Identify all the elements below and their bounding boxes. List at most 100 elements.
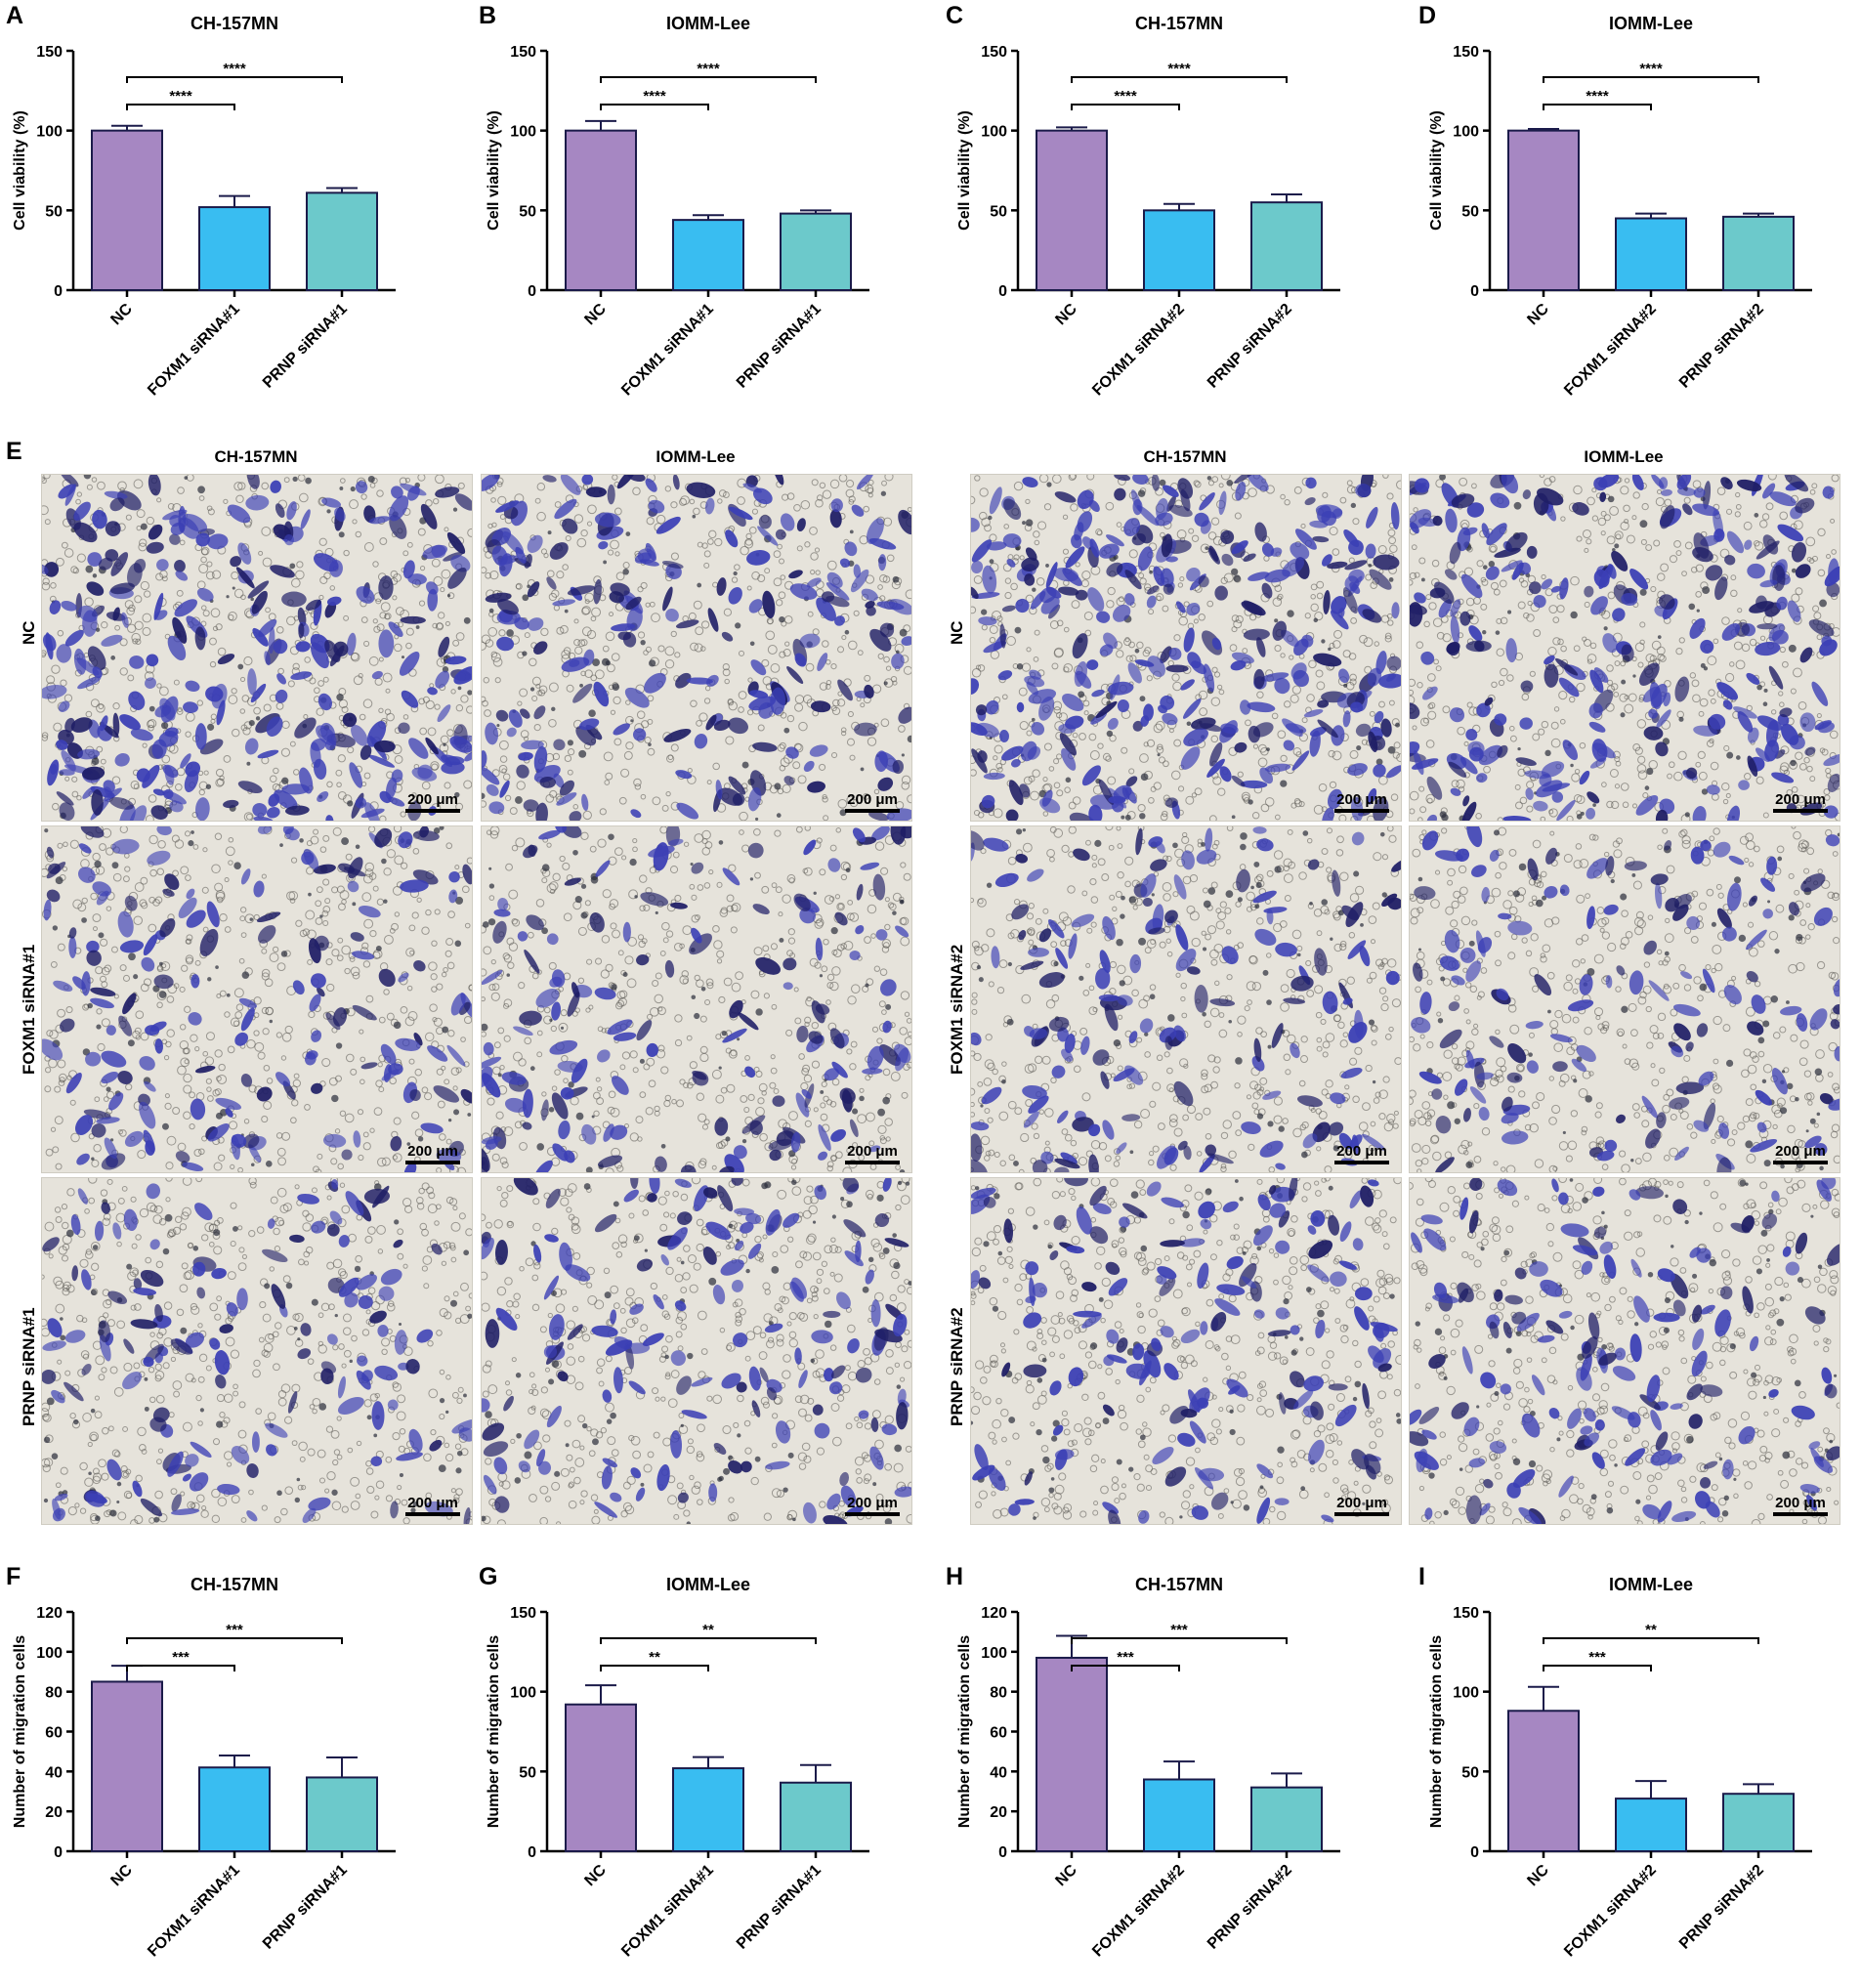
panel-letter-e: E <box>6 438 22 466</box>
scale-bar-line <box>1773 809 1828 813</box>
micrograph-tile: 200 μm <box>41 825 473 1173</box>
scale-bar: 200 μm <box>1334 1495 1389 1516</box>
micrograph-column-title-2: IOMM-Lee <box>481 447 910 467</box>
y-axis-label: Number of migration cells <box>486 1635 502 1828</box>
x-tick-label: FOXM1 siRNA#2 <box>1089 301 1188 400</box>
significance-bracket <box>1072 1638 1287 1644</box>
significance-label: **** <box>1167 61 1191 77</box>
scale-bar-line <box>405 1161 460 1164</box>
scale-bar-label: 200 μm <box>845 791 900 808</box>
x-tick-label: PRNP siRNA#1 <box>734 1862 825 1953</box>
significance-bracket <box>601 105 708 110</box>
micrograph-tile: 200 μm <box>481 1177 912 1525</box>
y-tick-label: 50 <box>519 1764 536 1781</box>
y-tick-label: 150 <box>36 44 63 61</box>
scale-bar-label: 200 μm <box>1334 1143 1389 1160</box>
y-axis-label: Cell viability (%) <box>12 110 28 231</box>
y-tick-label: 50 <box>1461 1764 1479 1781</box>
chart-title: CH-157MN <box>1135 1575 1223 1594</box>
bar <box>1508 1711 1579 1851</box>
significance-label: **** <box>169 88 192 105</box>
y-tick-label: 20 <box>990 1804 1007 1821</box>
y-tick-label: 100 <box>1453 1685 1479 1702</box>
bar <box>199 207 270 290</box>
bar <box>1251 1788 1322 1851</box>
x-tick-label: PRNP siRNA#1 <box>734 301 825 392</box>
y-tick-label: 150 <box>981 44 1007 61</box>
significance-bracket <box>127 1666 234 1671</box>
bar <box>92 131 162 290</box>
scale-bar: 200 μm <box>845 791 900 813</box>
bar <box>566 131 636 290</box>
scale-bar-label: 200 μm <box>405 791 460 808</box>
x-tick-label: NC <box>581 300 610 328</box>
x-tick-label: FOXM1 siRNA#2 <box>1561 301 1660 400</box>
y-tick-label: 0 <box>1470 283 1479 300</box>
y-tick-label: 50 <box>1461 203 1479 220</box>
scale-bar-line <box>1334 1512 1389 1516</box>
scale-bar-label: 200 μm <box>845 1495 900 1511</box>
bar <box>307 1777 377 1851</box>
scale-bar: 200 μm <box>1773 1143 1828 1164</box>
y-tick-label: 100 <box>981 124 1007 141</box>
y-tick-label: 40 <box>45 1764 63 1781</box>
significance-bracket <box>1544 1666 1651 1671</box>
significance-label: **** <box>643 88 666 105</box>
chart-title: IOMM-Lee <box>666 1575 750 1594</box>
y-tick-label: 80 <box>45 1685 63 1702</box>
chart-title: IOMM-Lee <box>1609 1575 1693 1594</box>
bar <box>1723 217 1794 290</box>
scale-bar: 200 μm <box>1773 791 1828 813</box>
scale-bar-line <box>1334 809 1389 813</box>
significance-label: *** <box>226 1622 243 1638</box>
micrograph-row-label-prnp-left: PRNP siRNA#1 <box>20 1307 39 1426</box>
x-tick-label: PRNP siRNA#1 <box>260 1862 351 1953</box>
bar <box>1251 202 1322 290</box>
scale-bar: 200 μm <box>845 1495 900 1516</box>
x-tick-label: NC <box>1524 300 1552 328</box>
significance-label: **** <box>697 61 720 77</box>
bar <box>566 1705 636 1851</box>
significance-bracket <box>1544 77 1758 83</box>
micrograph-tile: 200 μm <box>970 474 1402 822</box>
bar <box>1508 131 1579 290</box>
bar <box>1144 1780 1214 1852</box>
x-tick-label: PRNP siRNA#2 <box>1205 301 1295 392</box>
micrograph-tile: 200 μm <box>41 1177 473 1525</box>
significance-label: *** <box>1170 1622 1188 1638</box>
scale-bar: 200 μm <box>845 1143 900 1164</box>
scale-bar-label: 200 μm <box>1334 1495 1389 1511</box>
micrograph-column-title-3: CH-157MN <box>970 447 1400 467</box>
significance-label: **** <box>1114 88 1137 105</box>
scale-bar-line <box>405 809 460 813</box>
significance-label: *** <box>1588 1649 1606 1666</box>
y-tick-label: 120 <box>981 1605 1007 1622</box>
significance-label: *** <box>172 1649 190 1666</box>
bar <box>781 1783 851 1851</box>
y-tick-label: 50 <box>990 203 1007 220</box>
chart-title: CH-157MN <box>1135 14 1223 33</box>
x-tick-label: FOXM1 siRNA#1 <box>618 301 717 400</box>
micrograph-tile: 200 μm <box>970 1177 1402 1525</box>
significance-label: *** <box>1117 1649 1134 1666</box>
scale-bar-line <box>845 1512 900 1516</box>
y-tick-label: 100 <box>510 124 536 141</box>
y-tick-label: 150 <box>1453 44 1479 61</box>
y-tick-label: 50 <box>45 203 63 220</box>
y-tick-label: 0 <box>54 283 63 300</box>
y-tick-label: 80 <box>990 1685 1007 1702</box>
y-axis-label: Cell viability (%) <box>1428 110 1445 231</box>
y-tick-label: 20 <box>45 1804 63 1821</box>
y-tick-label: 100 <box>36 1645 63 1662</box>
micrograph-column-title-1: CH-157MN <box>41 447 471 467</box>
chart-title: IOMM-Lee <box>666 14 750 33</box>
significance-bracket <box>1072 105 1179 110</box>
significance-label: **** <box>1639 61 1663 77</box>
significance-label: ** <box>649 1649 660 1666</box>
significance-bracket <box>601 1666 708 1671</box>
y-tick-label: 60 <box>45 1725 63 1742</box>
